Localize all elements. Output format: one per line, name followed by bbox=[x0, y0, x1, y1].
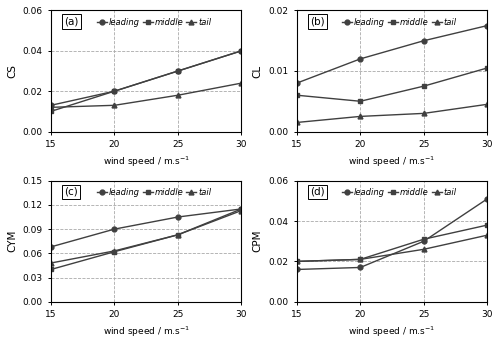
leading bbox=[48, 103, 54, 107]
middle bbox=[48, 267, 54, 272]
Legend: leading, middle, tail: leading, middle, tail bbox=[93, 15, 214, 30]
middle bbox=[358, 99, 364, 103]
middle bbox=[421, 84, 427, 88]
tail bbox=[294, 120, 300, 125]
Y-axis label: CL: CL bbox=[253, 64, 263, 78]
middle bbox=[358, 257, 364, 262]
X-axis label: wind speed / m.s$^{-1}$: wind speed / m.s$^{-1}$ bbox=[348, 154, 436, 169]
middle bbox=[484, 223, 490, 227]
middle bbox=[48, 109, 54, 113]
X-axis label: wind speed / m.s$^{-1}$: wind speed / m.s$^{-1}$ bbox=[102, 154, 190, 169]
leading bbox=[421, 239, 427, 243]
Text: (a): (a) bbox=[64, 17, 78, 27]
leading bbox=[294, 267, 300, 272]
tail bbox=[238, 81, 244, 85]
middle bbox=[175, 233, 181, 237]
middle bbox=[175, 69, 181, 73]
Line: tail: tail bbox=[48, 81, 244, 110]
tail bbox=[484, 233, 490, 237]
tail bbox=[421, 247, 427, 251]
middle bbox=[484, 66, 490, 70]
Line: middle: middle bbox=[294, 222, 490, 264]
tail bbox=[484, 102, 490, 106]
Y-axis label: CYM: CYM bbox=[7, 230, 17, 252]
X-axis label: wind speed / m.s$^{-1}$: wind speed / m.s$^{-1}$ bbox=[348, 325, 436, 339]
Line: leading: leading bbox=[48, 48, 244, 108]
tail bbox=[358, 114, 364, 118]
Line: leading: leading bbox=[294, 197, 490, 272]
X-axis label: wind speed / m.s$^{-1}$: wind speed / m.s$^{-1}$ bbox=[102, 325, 190, 339]
tail bbox=[175, 93, 181, 97]
leading bbox=[48, 245, 54, 249]
tail bbox=[421, 111, 427, 116]
Line: middle: middle bbox=[294, 65, 490, 104]
leading bbox=[175, 215, 181, 219]
tail bbox=[294, 259, 300, 263]
Text: (c): (c) bbox=[64, 187, 78, 197]
Y-axis label: CS: CS bbox=[7, 64, 17, 78]
leading bbox=[421, 39, 427, 43]
Line: leading: leading bbox=[48, 207, 244, 249]
Legend: leading, middle, tail: leading, middle, tail bbox=[339, 15, 460, 30]
Legend: leading, middle, tail: leading, middle, tail bbox=[93, 185, 214, 200]
leading bbox=[238, 49, 244, 53]
leading bbox=[112, 227, 117, 231]
middle bbox=[421, 237, 427, 241]
middle bbox=[112, 249, 117, 254]
Legend: leading, middle, tail: leading, middle, tail bbox=[339, 185, 460, 200]
leading bbox=[358, 57, 364, 61]
Y-axis label: CPM: CPM bbox=[253, 230, 263, 253]
leading bbox=[294, 81, 300, 85]
middle bbox=[238, 49, 244, 53]
middle bbox=[238, 207, 244, 211]
middle bbox=[294, 259, 300, 263]
Line: tail: tail bbox=[294, 233, 490, 264]
Line: leading: leading bbox=[294, 23, 490, 85]
Line: middle: middle bbox=[48, 48, 244, 114]
middle bbox=[294, 93, 300, 97]
Line: tail: tail bbox=[48, 208, 244, 265]
tail bbox=[175, 233, 181, 237]
Text: (d): (d) bbox=[310, 187, 325, 197]
leading bbox=[358, 265, 364, 270]
leading bbox=[484, 197, 490, 201]
middle bbox=[112, 89, 117, 93]
leading bbox=[112, 89, 117, 93]
leading bbox=[238, 207, 244, 211]
tail bbox=[48, 261, 54, 265]
Line: middle: middle bbox=[48, 207, 244, 272]
tail bbox=[112, 249, 117, 253]
tail bbox=[358, 257, 364, 262]
leading bbox=[484, 24, 490, 28]
Line: tail: tail bbox=[294, 102, 490, 125]
Text: (b): (b) bbox=[310, 17, 325, 27]
tail bbox=[238, 208, 244, 212]
tail bbox=[112, 103, 117, 107]
leading bbox=[175, 69, 181, 73]
tail bbox=[48, 105, 54, 109]
